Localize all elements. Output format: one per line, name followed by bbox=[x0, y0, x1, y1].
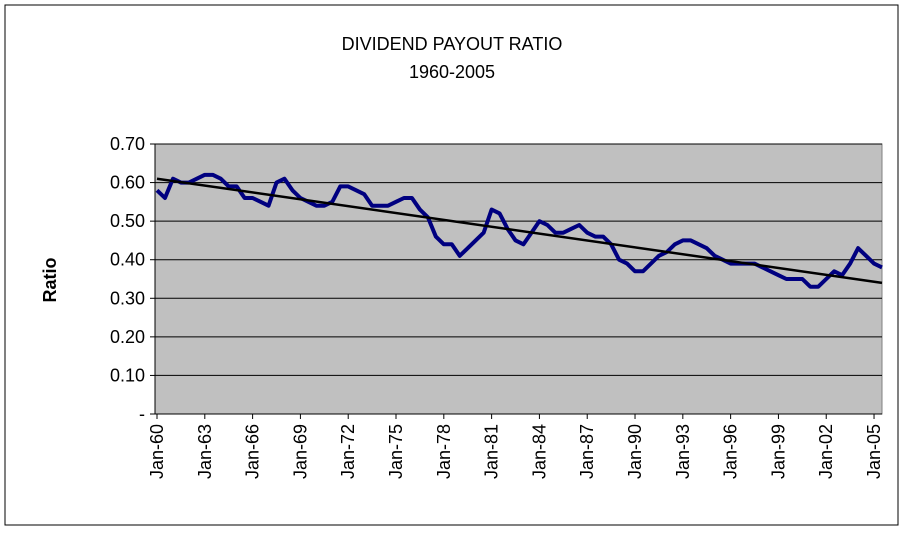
x-tick-label: Jan-84 bbox=[529, 424, 549, 479]
x-tick-label: Jan-96 bbox=[721, 424, 741, 479]
y-tick-label: 0.60 bbox=[110, 173, 145, 193]
x-tick-label: Jan-99 bbox=[768, 424, 788, 479]
y-tick-label: 0.30 bbox=[110, 288, 145, 308]
chart-subtitle: 1960-2005 bbox=[409, 62, 495, 82]
y-tick-label: 0.10 bbox=[110, 365, 145, 385]
data-line bbox=[155, 172, 883, 289]
y-tick-label: 0.40 bbox=[110, 250, 145, 270]
x-tick-label: Jan-66 bbox=[243, 424, 263, 479]
x-tick-label: Jan-81 bbox=[482, 424, 502, 479]
x-tick-label: Jan-05 bbox=[864, 424, 884, 479]
x-tick-label: Jan-75 bbox=[386, 424, 406, 479]
chart-title: DIVIDEND PAYOUT RATIO bbox=[342, 34, 563, 54]
y-tick-label: 0.20 bbox=[110, 327, 145, 347]
x-tick-label: Jan-60 bbox=[147, 424, 167, 479]
x-tick-label: Jan-87 bbox=[577, 424, 597, 479]
y-tick-label: - bbox=[139, 404, 145, 424]
y-tick-label: 0.50 bbox=[110, 211, 145, 231]
x-tick-label: Jan-63 bbox=[195, 424, 215, 479]
x-tick-label: Jan-90 bbox=[625, 424, 645, 479]
y-axis-label: Ratio bbox=[40, 257, 60, 302]
x-tick-label: Jan-69 bbox=[290, 424, 310, 479]
plot-area bbox=[154, 143, 883, 415]
y-tick-label: 0.70 bbox=[110, 134, 145, 154]
x-tick-label: Jan-93 bbox=[673, 424, 693, 479]
trend-line bbox=[156, 177, 883, 285]
x-tick-label: Jan-72 bbox=[338, 424, 358, 479]
x-tick-label: Jan-02 bbox=[816, 424, 836, 479]
x-tick-label: Jan-78 bbox=[434, 424, 454, 479]
